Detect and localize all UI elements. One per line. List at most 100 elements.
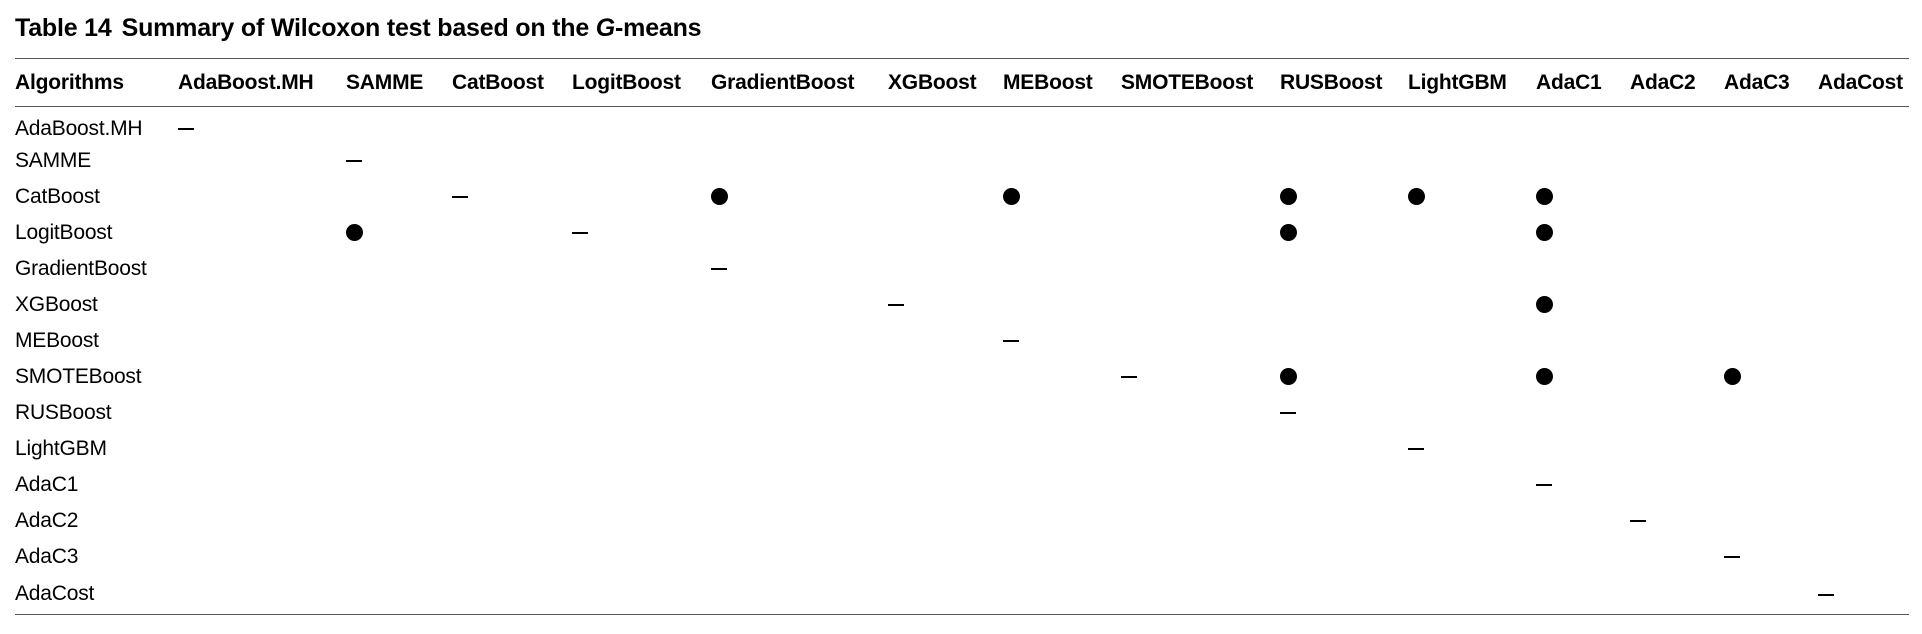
table-cell [1818, 107, 1909, 143]
table-cell [1818, 503, 1909, 539]
table-cell [1536, 575, 1630, 615]
column-header-gradientboost: GradientBoost [711, 70, 855, 94]
self-comparison-dash-icon [178, 128, 194, 131]
table-cell [346, 359, 452, 395]
self-comparison-dash-icon [346, 159, 362, 162]
table-cell [1408, 395, 1536, 431]
table-cell [888, 467, 1003, 503]
table-row: AdaC2 [15, 503, 1909, 539]
table-cell [572, 251, 711, 287]
self-comparison-dash-icon [572, 231, 588, 234]
table-cell [572, 287, 711, 323]
table-cell [1630, 575, 1724, 615]
table-cell [1536, 359, 1630, 395]
table-cell [452, 143, 572, 179]
column-header-lightgbm: LightGBM [1408, 70, 1507, 94]
table-cell [178, 503, 346, 539]
table-cell [888, 395, 1003, 431]
table-cell [1003, 323, 1121, 359]
table-cell [1818, 287, 1909, 323]
table-cell [572, 395, 711, 431]
table-cell [1630, 323, 1724, 359]
table-cell [711, 251, 888, 287]
table-cell [888, 359, 1003, 395]
table-cell [572, 359, 711, 395]
header-row: Algorithms AdaBoost.MH SAMME CatBoost Logit… [15, 58, 1909, 107]
self-comparison-dash-icon [1003, 339, 1019, 342]
table-cell [1630, 467, 1724, 503]
table-cell [1724, 575, 1818, 615]
table-cell [1818, 215, 1909, 251]
table-row: AdaBoost.MH [15, 107, 1909, 143]
self-comparison-dash-icon [888, 303, 904, 306]
self-comparison-dash-icon [1630, 519, 1646, 522]
table-row: LogitBoost [15, 215, 1909, 251]
table-cell [178, 215, 346, 251]
table-cell [178, 287, 346, 323]
table-cell [711, 359, 888, 395]
table-cell [178, 467, 346, 503]
table-cell [1408, 359, 1536, 395]
table-cell [1121, 179, 1280, 215]
table-cell [1280, 287, 1408, 323]
table-cell [1818, 431, 1909, 467]
table-cell [711, 107, 888, 143]
table-cell [452, 539, 572, 575]
table-cell [711, 431, 888, 467]
table-cell [1724, 179, 1818, 215]
table-cell [888, 323, 1003, 359]
table-cell [1408, 107, 1536, 143]
table-row: AdaCost [15, 575, 1909, 615]
table-cell [1630, 143, 1724, 179]
table-cell [572, 539, 711, 575]
table-cell [1536, 395, 1630, 431]
table-cell [1724, 395, 1818, 431]
table-cell [1724, 431, 1818, 467]
table-cell [178, 143, 346, 179]
table-cell [1818, 323, 1909, 359]
table-cell [711, 503, 888, 539]
table-cell [711, 287, 888, 323]
table-cell [178, 107, 346, 143]
table-cell [1121, 107, 1280, 143]
table-cell [572, 107, 711, 143]
table-row: RUSBoost [15, 395, 1909, 431]
significance-dot-icon [1003, 188, 1020, 206]
table-cell [711, 323, 888, 359]
row-label-smoteboost: SMOTEBoost [15, 364, 142, 388]
table-cell [178, 359, 346, 395]
table-cell [346, 143, 452, 179]
table-cell [711, 215, 888, 251]
table-cell [452, 215, 572, 251]
table-cell [1003, 287, 1121, 323]
significance-dot-icon [346, 224, 363, 242]
table-cell [572, 323, 711, 359]
table-cell [1121, 215, 1280, 251]
column-header-adac1: AdaC1 [1536, 70, 1602, 94]
column-header-xgboost: XGBoost [888, 70, 977, 94]
table-cell [346, 107, 452, 143]
caption-title-post: -means [615, 14, 702, 42]
table-cell [1724, 359, 1818, 395]
table-cell [711, 395, 888, 431]
table-number: Table 14 [15, 14, 112, 42]
table-cell [346, 467, 452, 503]
table-cell [1003, 395, 1121, 431]
row-label-meboost: MEBoost [15, 328, 99, 352]
table-cell [1408, 539, 1536, 575]
table-cell [1280, 143, 1408, 179]
table-cell [1536, 251, 1630, 287]
table-cell [888, 431, 1003, 467]
table-cell [346, 215, 452, 251]
table-cell [1003, 359, 1121, 395]
column-header-rusboost: RUSBoost [1280, 70, 1383, 94]
table-cell [1280, 179, 1408, 215]
table-row: GradientBoost [15, 251, 1909, 287]
table-body: AdaBoost.MH SAMME CatBoost LogitBoost Gradie… [15, 107, 1909, 615]
table-cell [1536, 467, 1630, 503]
table-cell [1280, 323, 1408, 359]
table-cell [1818, 251, 1909, 287]
table-cell [1280, 359, 1408, 395]
table-cell [1818, 575, 1909, 615]
table-cell [888, 575, 1003, 615]
